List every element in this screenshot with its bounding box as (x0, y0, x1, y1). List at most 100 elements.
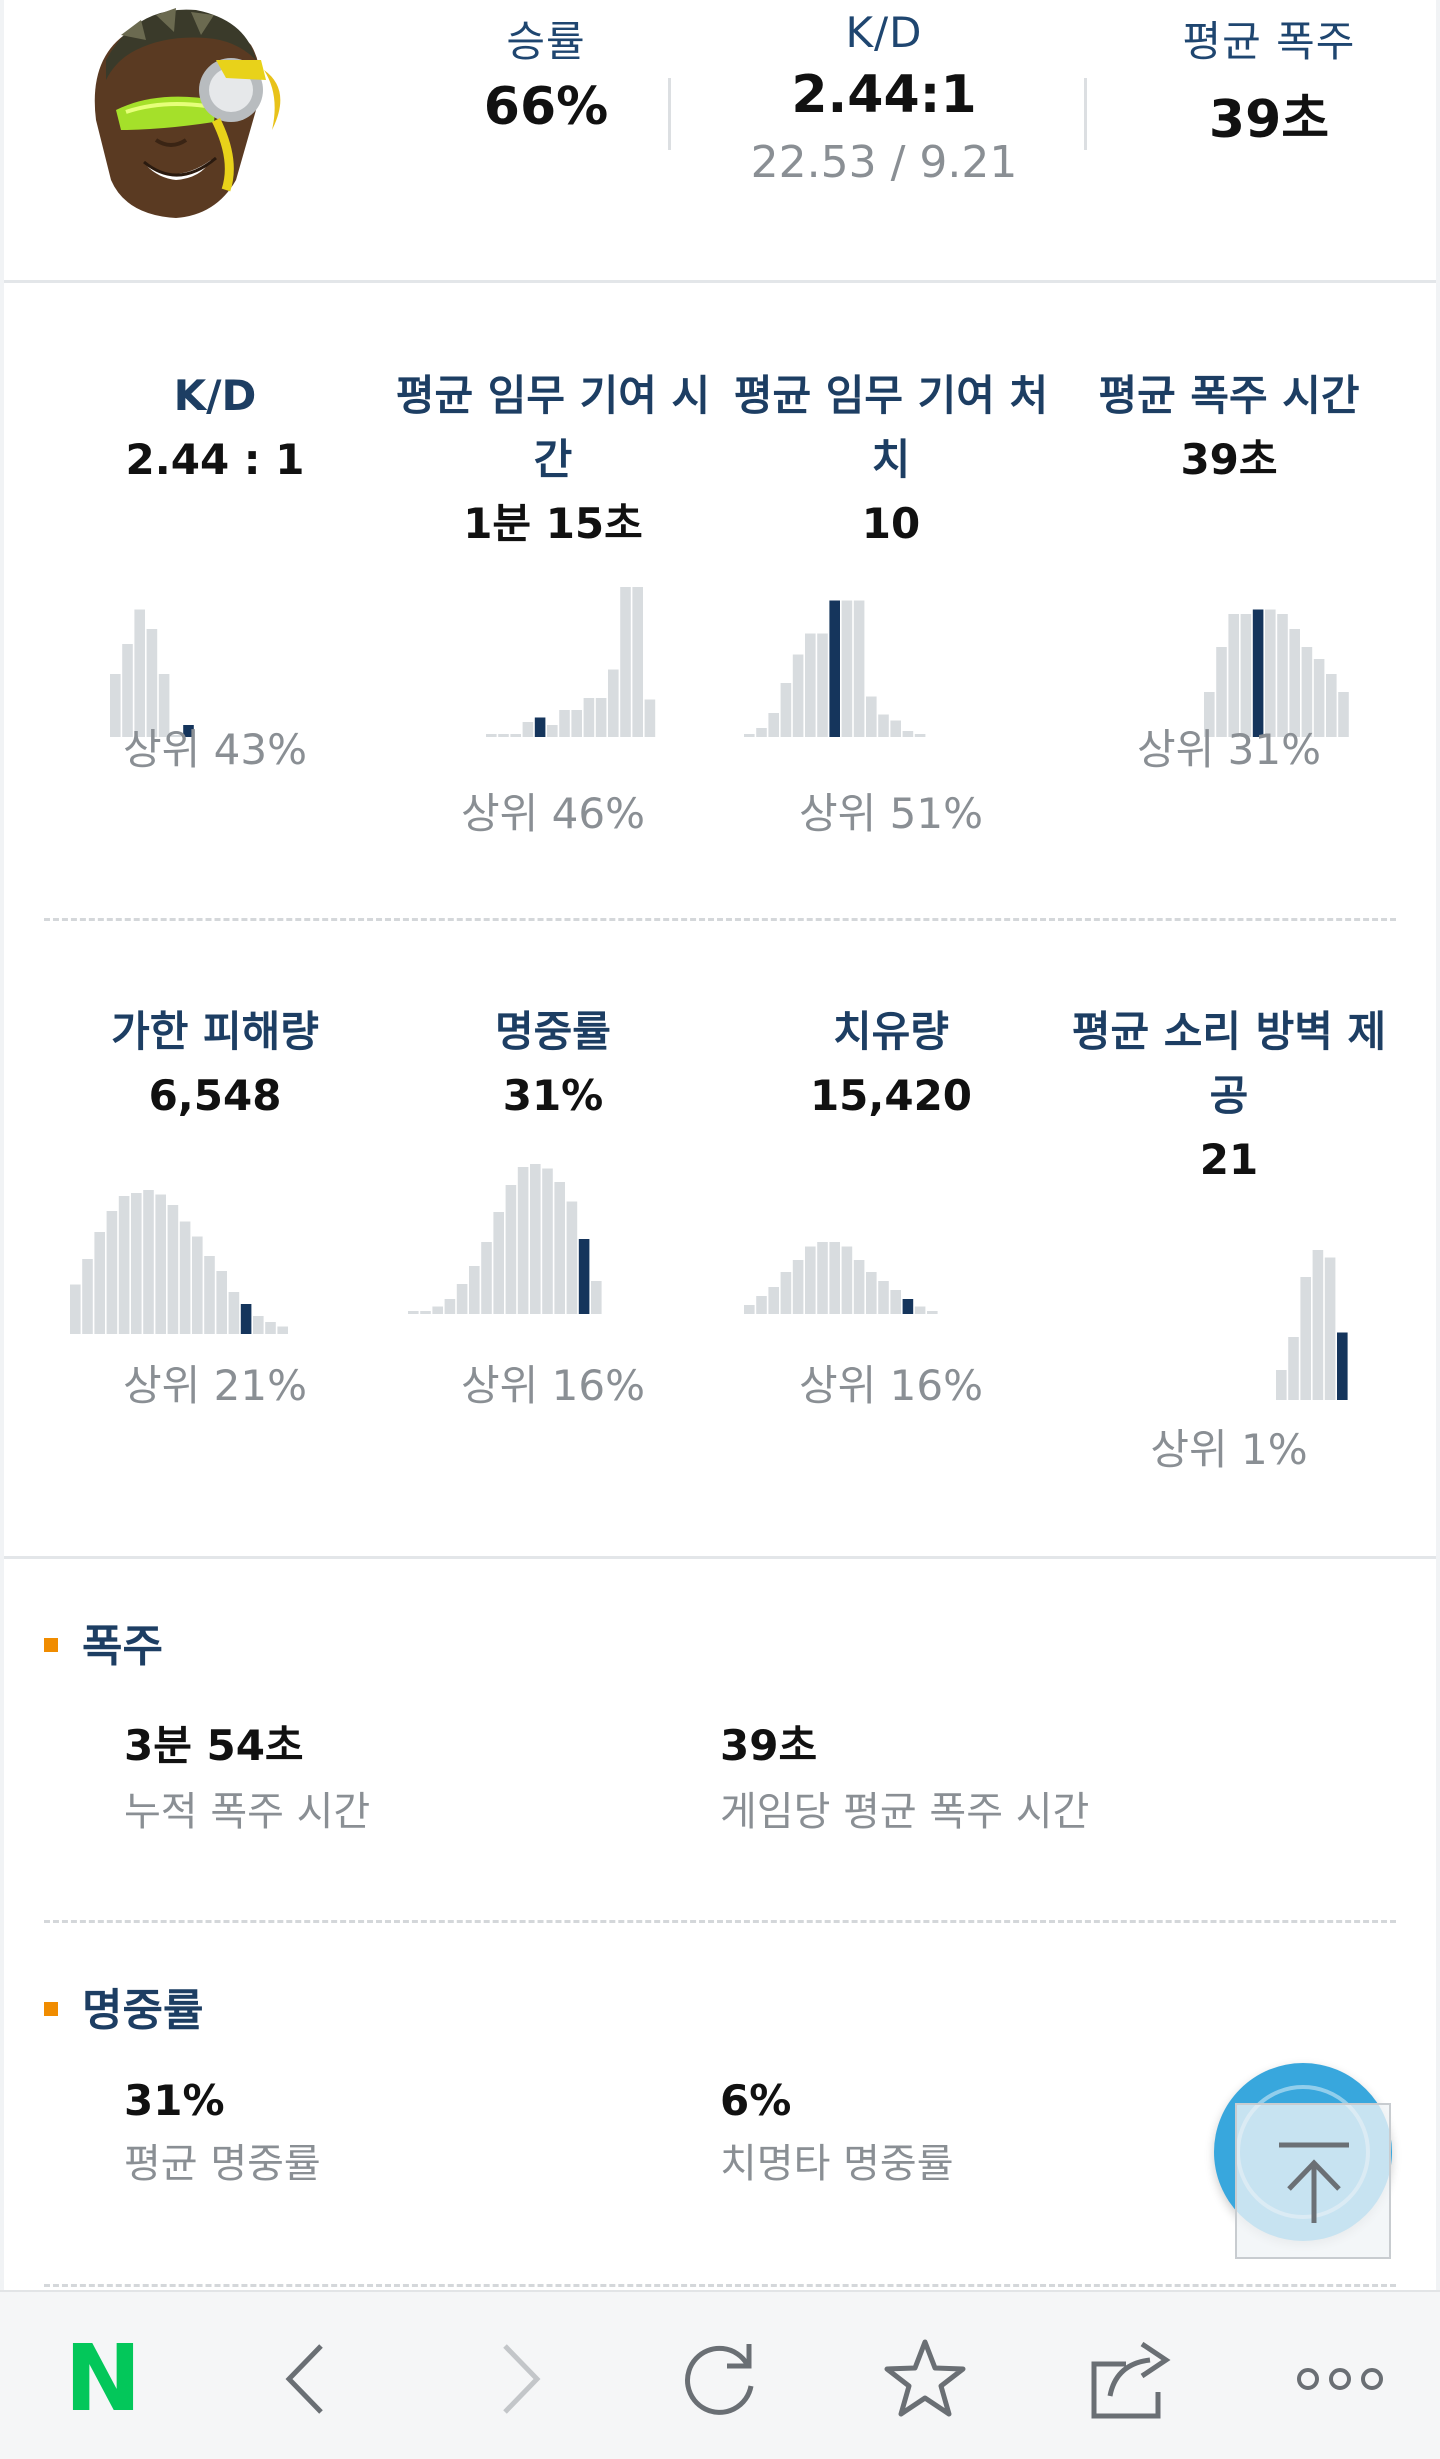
histogram-svg (486, 587, 656, 737)
histogram-bar-player (534, 717, 546, 737)
share-icon[interactable] (1086, 2334, 1176, 2424)
stat-title-line1: 평균 임무 기여 시 (395, 371, 711, 420)
histogram-bar (253, 1316, 264, 1334)
browser-toolbar: N (0, 2290, 1440, 2459)
histogram-bar (1240, 614, 1252, 737)
back-arrow-icon[interactable] (262, 2334, 352, 2424)
histogram-bar (1300, 1277, 1311, 1400)
histogram-bar (1313, 659, 1325, 737)
stat-objective-kills: 평균 임무 기여 처 치 10 (722, 364, 1060, 556)
histogram-bar (1216, 647, 1227, 737)
histogram-bar-player (183, 725, 194, 737)
histogram-bar (498, 734, 509, 737)
stat-sound-barrier: 평균 소리 방벽 제 공 21 (1060, 1000, 1398, 1192)
histogram-bar (1301, 647, 1313, 737)
hero-avatar (66, 0, 292, 226)
histogram-bar (432, 1306, 443, 1314)
histogram-bar-player (240, 1304, 252, 1334)
histogram-bar (456, 1284, 468, 1314)
stat-objective-time-percentile: 상위 46% (461, 789, 645, 838)
section-title-overdrive: 폭주 (44, 1610, 163, 1674)
histogram-bar (505, 1185, 517, 1314)
avg-overdrive-value: 39초 (1208, 90, 1330, 150)
section-title-text: 명중률 (82, 1985, 204, 2036)
crit-accuracy: 6% 치명타 명중률 (720, 2076, 954, 2189)
histogram-bar (1265, 609, 1276, 737)
histogram-bar (756, 1296, 767, 1314)
histogram-bar (1312, 1250, 1324, 1400)
histogram-bar (134, 609, 145, 737)
kd-label: K/D (845, 8, 923, 57)
histogram-bar (914, 1306, 926, 1314)
histogram-bar (780, 683, 792, 737)
naver-logo-icon[interactable]: N (58, 2333, 148, 2425)
histogram-bar (805, 1246, 816, 1314)
histogram-bar (277, 1326, 288, 1334)
bookmark-star-icon[interactable] (880, 2334, 970, 2424)
kd-value: 2.44:1 (791, 65, 977, 125)
stat-title: 명중률 (495, 1007, 611, 1056)
histogram-bar (143, 1190, 154, 1334)
stat-objective-kills-histogram (744, 583, 931, 737)
item-value: 6% (720, 2076, 792, 2125)
histogram-bar (82, 1259, 93, 1334)
stat-title-line2: 치 (871, 435, 911, 484)
histogram-bar (644, 699, 656, 737)
stat-accuracy-histogram (408, 1160, 607, 1314)
item-label: 게임당 평균 폭주 시간 (720, 1789, 1090, 1835)
stat-overdrive-time-histogram (1204, 583, 1354, 737)
histogram-bar (486, 734, 497, 737)
stat-damage-dealt: 가한 피해량 6,548 (46, 1000, 384, 1128)
histogram-bar (1276, 1370, 1287, 1400)
histogram-bar (744, 734, 755, 737)
histogram-bar (620, 587, 631, 737)
histogram-bar (265, 1322, 276, 1334)
item-value: 31% (124, 2076, 225, 2125)
histogram-bar-player (1252, 609, 1264, 737)
dashed-divider (44, 918, 1396, 921)
histogram-bar (829, 1242, 840, 1314)
histogram-bar (1288, 1337, 1299, 1400)
scroll-to-top-button[interactable] (1235, 2103, 1391, 2259)
kd-summary: K/D 2.44:1 22.53 / 9.21 (724, 8, 1044, 188)
histogram-bar (768, 713, 779, 737)
histogram-bar (547, 725, 558, 737)
item-label: 평균 명중률 (124, 2141, 321, 2187)
stat-value: 31% (502, 1071, 604, 1120)
total-overdrive-time: 3분 54초 누적 폭주 시간 (124, 1712, 370, 1837)
histogram-bar (583, 698, 595, 737)
stat-healing-done-percentile: 상위 16% (799, 1361, 983, 1410)
item-value: 39초 (720, 1721, 818, 1770)
item-label: 누적 폭주 시간 (124, 1789, 371, 1835)
forward-arrow-icon[interactable] (474, 2334, 564, 2424)
stat-overdrive-time-percentile: 상위 31% (1137, 725, 1321, 774)
stat-healing-done-histogram (744, 1160, 943, 1314)
dashed-divider (44, 2284, 1396, 2287)
histogram-bar (866, 696, 877, 737)
more-icon[interactable] (1290, 2334, 1390, 2424)
histogram-bar (481, 1242, 492, 1314)
kd-breakdown: 22.53 / 9.21 (750, 137, 1018, 188)
stat-value: 10 (861, 499, 921, 548)
avg-overdrive-per-game: 39초 게임당 평균 폭주 시간 (720, 1712, 1089, 1837)
histogram-bar (591, 1281, 602, 1314)
histogram-bar (522, 722, 534, 737)
histogram-bar (1277, 614, 1288, 737)
histogram-bar (805, 633, 816, 737)
histogram-bar (1324, 1257, 1336, 1400)
histogram-bar-player (1337, 1332, 1348, 1400)
refresh-icon[interactable] (675, 2334, 765, 2424)
histogram-bar (469, 1266, 480, 1314)
stat-title: 치유량 (833, 1007, 949, 1056)
stat-kd: K/D 2.44 : 1 (46, 364, 384, 492)
stat-value: 21 (1199, 1135, 1259, 1184)
histogram-bar (571, 710, 582, 737)
stat-accuracy: 명중률 31% (384, 1000, 722, 1128)
histogram-bar (158, 674, 170, 737)
histogram-bar (927, 1311, 938, 1314)
histogram-bar (510, 734, 521, 737)
histogram-svg (744, 600, 926, 737)
histogram-bar (841, 1246, 853, 1314)
histogram-bar (228, 1292, 240, 1334)
histogram-bar (1204, 692, 1215, 737)
